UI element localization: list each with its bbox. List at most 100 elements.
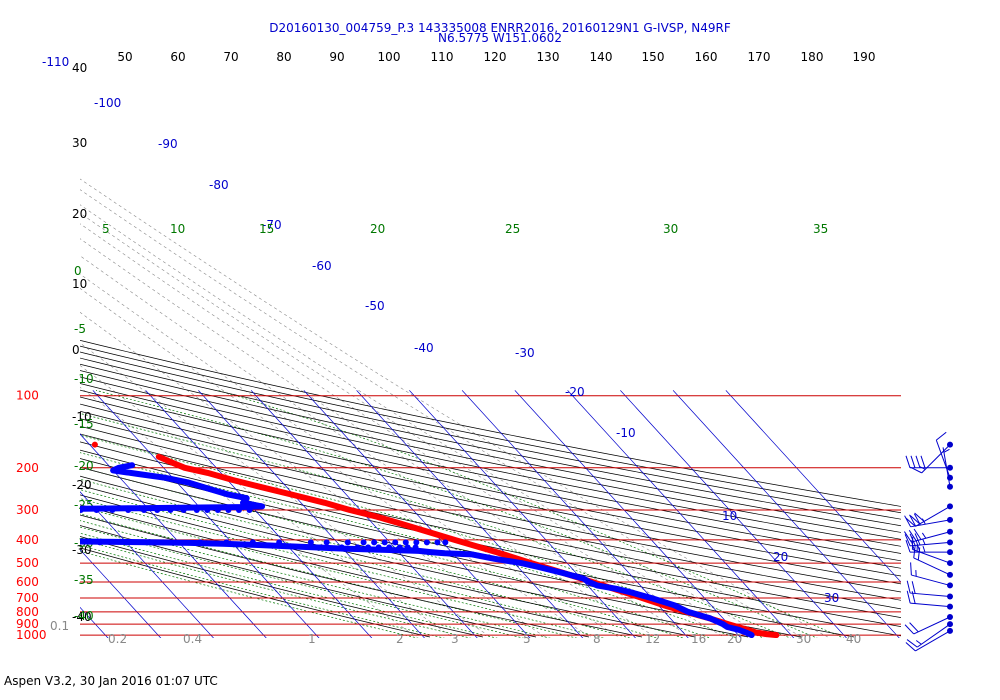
isotherm-label: -60 — [312, 259, 332, 273]
wind-barb-feather — [914, 533, 921, 546]
height-label: 10 — [72, 277, 87, 291]
wind-barb-staff — [921, 444, 951, 474]
dewpoint-point — [276, 539, 283, 546]
dewpoint-point — [246, 506, 253, 513]
isotherm — [409, 390, 636, 638]
top-axis-label: 180 — [801, 50, 824, 64]
wind-barb-feather — [915, 455, 921, 468]
dry-adiabat — [80, 504, 643, 638]
wind-barb-feather — [913, 528, 922, 540]
wind-barb-feather — [906, 580, 911, 594]
wind-barb-feather — [911, 581, 916, 594]
top-axis-label: 170 — [748, 50, 771, 64]
moist-adiabat — [80, 544, 446, 638]
wind-barb-feather — [909, 514, 916, 527]
wind-barb-feather — [913, 513, 921, 526]
wind-barb-staff — [910, 602, 951, 608]
height-label: -40 — [72, 610, 92, 624]
moist-adiabat — [80, 550, 419, 638]
axis-labels: 1002003004005006007008009001000-1100.140… — [16, 50, 875, 646]
wind-barb — [913, 545, 953, 578]
dry-adiabat — [80, 351, 901, 520]
dewpoint-point — [338, 544, 345, 551]
wind-barb-feather — [943, 448, 950, 453]
isotherm-label: -80 — [209, 178, 229, 192]
isotherm — [567, 390, 795, 638]
dewpoint-point — [0, 507, 5, 513]
wind-barb-staff — [942, 447, 951, 487]
dewpoint-point — [307, 539, 314, 546]
isotherm — [303, 390, 531, 638]
wind-barb-staff — [912, 548, 951, 564]
mixing-ratio-label: 0.4 — [183, 632, 202, 646]
isotherm-label: 30 — [824, 591, 839, 605]
dry-adiabat — [80, 383, 901, 554]
wind-barb — [906, 590, 953, 610]
wind-barb — [905, 455, 953, 471]
wind-barb-feather — [917, 547, 921, 561]
mixing-ratio-label: 30 — [796, 632, 811, 646]
moist-adiabat-label: 15 — [259, 222, 274, 236]
dry-adiabat — [80, 339, 901, 507]
wind-barb — [904, 614, 953, 635]
wind-barb-staff — [910, 519, 951, 528]
isotherm — [356, 390, 584, 638]
wind-barb-feather — [911, 591, 916, 604]
wind-barb-feather — [905, 642, 916, 652]
wind-barb-feather — [904, 515, 912, 528]
wind-barb-feather — [936, 431, 947, 441]
dewpoint-point — [392, 539, 399, 546]
wind-barb-staff — [913, 557, 951, 576]
mixing-ratio-label: 5 — [523, 632, 531, 646]
wind-barb — [905, 503, 953, 527]
dewpoint-point — [125, 506, 132, 513]
dewpoint-point — [225, 506, 232, 513]
dewpoint-point — [365, 544, 372, 551]
top-axis-label: 140 — [590, 50, 613, 64]
height-label: -20 — [72, 478, 92, 492]
wind-barb-feather — [909, 622, 919, 633]
dewpoint-point — [323, 539, 330, 546]
mixing-ratio-label: 1 — [308, 632, 316, 646]
pressure-label: 300 — [16, 503, 39, 517]
wind-barb-feather — [906, 639, 918, 648]
dry-adiabat — [80, 441, 901, 618]
dewpoint-point — [434, 539, 441, 546]
dry-adiabat — [80, 376, 901, 547]
pressure-label: 1000 — [16, 628, 47, 642]
mixing-ratio-label: 3 — [451, 632, 459, 646]
isotherm — [672, 390, 900, 638]
dewpoint-point — [154, 506, 161, 513]
dewpoint-point — [80, 506, 84, 513]
dewpoint-point — [317, 544, 324, 551]
dry-adiabat — [80, 485, 749, 638]
height-label: 0 — [72, 343, 80, 357]
top-axis-label: 150 — [642, 50, 665, 64]
moist-adiabat — [80, 489, 658, 638]
dewpoint-point — [344, 539, 351, 546]
moist-adiabat — [80, 520, 551, 638]
dewpoint-point — [96, 539, 103, 546]
pressure-label: 600 — [16, 575, 39, 589]
dewpoint-point — [123, 539, 130, 546]
dewpoint-point — [160, 539, 167, 546]
mixing-ratio-label: 0.2 — [108, 632, 127, 646]
dewpoint-point — [396, 544, 403, 551]
isotherm — [80, 433, 267, 638]
dewpoint-point — [402, 539, 409, 546]
moist-adiabat-label: 25 — [505, 222, 520, 236]
dewpoint-point — [60, 539, 66, 545]
isotherm — [198, 390, 425, 638]
dewpoint-point — [404, 544, 411, 551]
temperature-point — [91, 441, 98, 448]
dry-adiabat — [80, 418, 901, 593]
isotherm — [725, 390, 901, 583]
wind-barb-staff — [910, 541, 951, 547]
wind-barb-feather — [905, 517, 916, 527]
wind-barb-feather — [920, 455, 926, 468]
isotherm — [0, 390, 5, 640]
moist-adiabat — [80, 452, 738, 638]
dewpoint-point — [249, 539, 256, 546]
mixing-ratio-label: 2 — [396, 632, 404, 646]
height-label: 40 — [72, 61, 87, 75]
